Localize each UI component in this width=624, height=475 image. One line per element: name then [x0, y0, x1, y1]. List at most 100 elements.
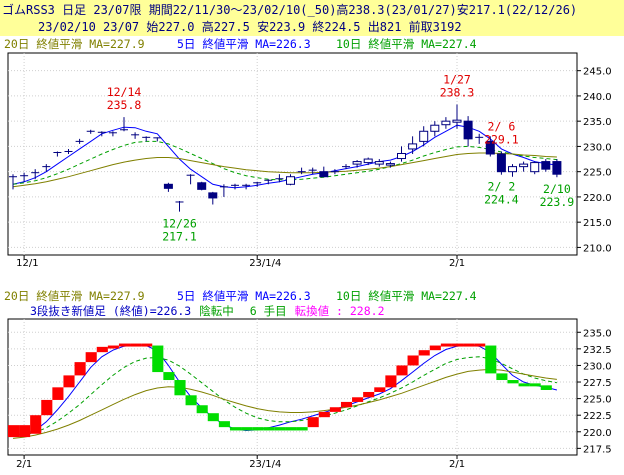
candle-body [408, 143, 418, 150]
break-box [141, 343, 153, 347]
latest-quote-line: 23/02/10 23/07 始227.0 高227.5 安223.9 終224… [38, 20, 462, 34]
break-info-state: 陰転中 [199, 304, 234, 318]
candle-body [441, 120, 451, 126]
break-ytick-label: 232.5 [583, 345, 612, 356]
break-box [107, 345, 119, 349]
price-xtick-label: 12/1 [16, 258, 38, 269]
break-box [374, 387, 386, 392]
price-ytick-label: 235.0 [583, 117, 612, 128]
price-xtick-label: 23/1/4 [249, 258, 281, 269]
annotation-date: 2/10 [543, 182, 571, 196]
break-box [352, 397, 364, 402]
price-panel-x-ticks: 12/1 23/1/4 2/1 [16, 255, 465, 269]
candle-body [163, 183, 173, 189]
break-ytick-label: 225.0 [583, 395, 612, 406]
candle-body [374, 161, 384, 165]
candle-body [363, 158, 373, 164]
break-ma-line-1 [12, 356, 557, 437]
annotation-price: 238.3 [440, 86, 475, 100]
bottom-legend-ma5: 5日 終値平滑 MA=226.3 [177, 289, 311, 303]
break-box [485, 345, 497, 374]
break-box [518, 383, 530, 387]
break-ytick-label: 220.0 [583, 428, 612, 439]
break-box [529, 383, 541, 387]
candle-body [419, 130, 429, 142]
candle-body [463, 120, 473, 140]
price-ytick-label: 225.0 [583, 168, 612, 179]
break-box [451, 343, 464, 347]
break-box [174, 380, 186, 396]
candle-body [197, 182, 207, 190]
break-info-line: 3段抜き新値足 (終値)=226.3 陰転中 6 手目 転換値 : 228.2 [30, 304, 385, 318]
break-panel-y-ticks: 235.0 232.5 230.0 227.5 225.0 222.5 220.0 217.5 [577, 328, 612, 455]
break-box [263, 427, 275, 431]
break-box [19, 425, 31, 438]
price-ytick-label: 210.0 [583, 243, 612, 254]
break-box [152, 345, 164, 373]
break-xtick-label: 2/1 [449, 459, 465, 470]
header-panel: ゴムRSS3 日足 23/07限 期間22/11/30～23/02/10(_50… [0, 0, 624, 36]
annotation-price: 217.1 [162, 230, 197, 244]
candle-body [430, 124, 440, 132]
break-box [463, 343, 475, 347]
price-ytick-label: 220.0 [583, 193, 612, 204]
price-panel-candles [9, 104, 562, 212]
break-box [207, 413, 219, 422]
break-panel-frame [7, 318, 578, 456]
candle-body [319, 171, 329, 178]
break-panel-grid [8, 319, 577, 455]
break-box [63, 375, 75, 388]
break-box [296, 427, 308, 431]
break-panel-boxes [7, 343, 552, 438]
candle-body [452, 119, 462, 123]
break-box [307, 417, 319, 428]
break-info-prefix: 3段抜き新値足 (終値)=226.3 [30, 304, 191, 318]
bottom-legend-ma20: 20日 終値平滑 MA=227.9 [4, 289, 145, 303]
break-box [96, 346, 108, 353]
break-info-reversal: 転換値 : 228.2 [295, 304, 385, 318]
break-box [429, 345, 441, 351]
bottom-legend-ma10: 10日 終値平滑 MA=227.4 [336, 289, 477, 303]
break-box [252, 427, 264, 431]
candle-body [286, 176, 295, 185]
break-ytick-label: 230.0 [583, 361, 612, 372]
break-box [285, 427, 297, 431]
annotation-price: 235.8 [107, 98, 142, 112]
break-box [52, 387, 64, 400]
price-ytick-label: 230.0 [583, 142, 612, 153]
break-xtick-label: 2/1 [16, 459, 32, 470]
break-box [30, 415, 42, 434]
break-ma-line-2 [12, 368, 557, 439]
break-info-count: 6 手目 [250, 304, 287, 318]
break-box [196, 405, 208, 414]
break-box [185, 395, 197, 406]
candle-body [485, 140, 495, 155]
price-ma-line-1 [12, 140, 557, 185]
break-box [496, 373, 508, 381]
break-box [85, 352, 97, 363]
break-box [474, 343, 486, 347]
break-xtick-label: 23/1/4 [249, 459, 281, 470]
price-xtick-label: 2/1 [449, 258, 465, 269]
top-legend-ma20: 20日 終値平滑 MA=227.9 [4, 37, 145, 51]
annotation-date: 12/26 [162, 217, 197, 231]
break-box [440, 343, 452, 347]
break-box [385, 375, 397, 388]
break-box [274, 427, 286, 431]
annotation-date: 12/14 [107, 85, 142, 99]
break-box [418, 350, 430, 356]
price-ytick-label: 240.0 [583, 92, 612, 103]
break-box [163, 372, 175, 381]
candle-body [552, 161, 562, 175]
candle-body [208, 192, 218, 199]
price-panel-grid [8, 53, 577, 255]
candle-body [541, 161, 551, 170]
break-box [7, 425, 20, 438]
break-box [340, 401, 353, 408]
price-panel-frame [7, 52, 578, 256]
break-box [507, 380, 519, 384]
candle-body [385, 163, 395, 166]
candle-body [508, 166, 517, 173]
